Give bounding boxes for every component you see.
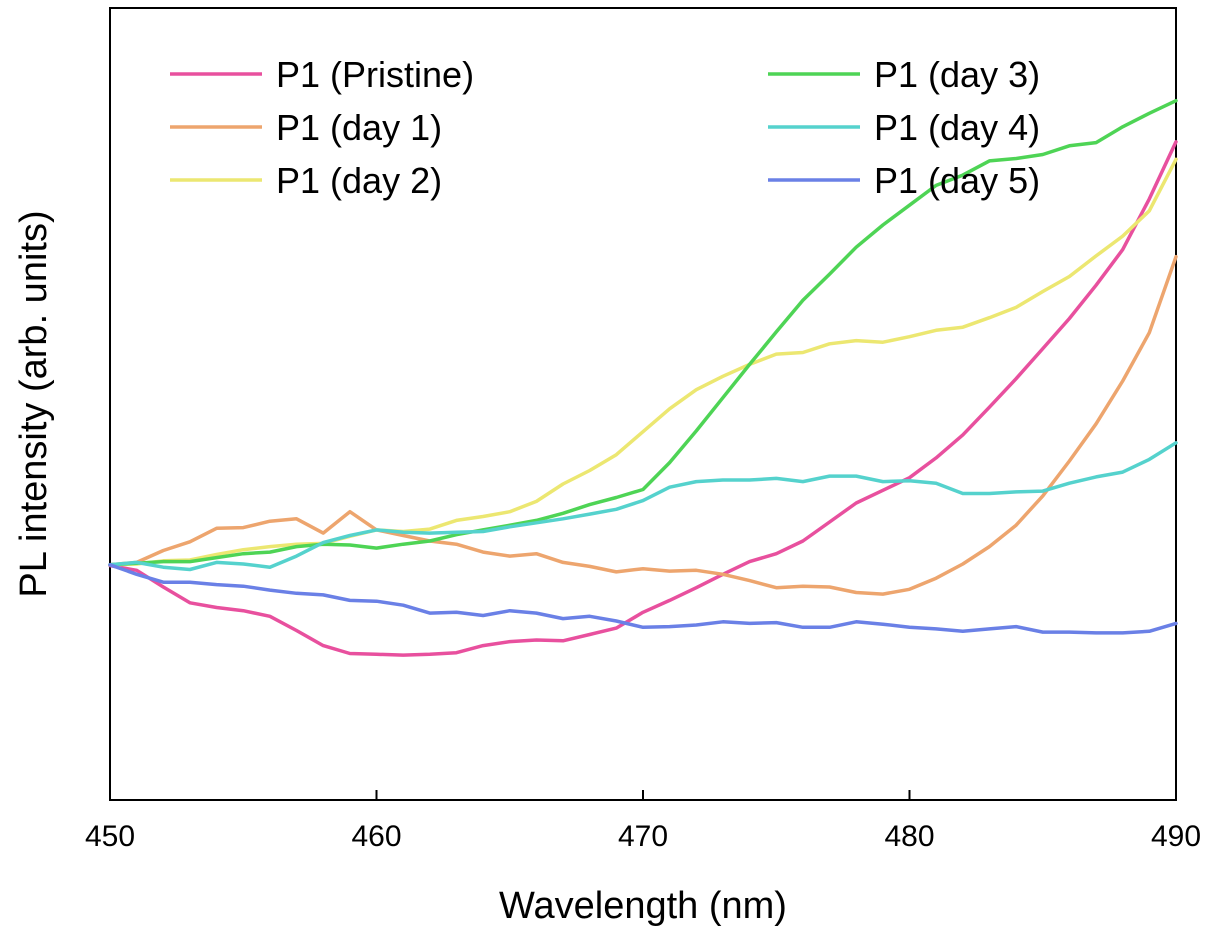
x-tick-label: 450 [85,820,135,853]
legend-label: P1 (day 1) [276,107,442,148]
x-tick-label: 470 [618,820,668,853]
series-line-2 [108,254,1178,596]
x-axis-ticks: 450 460 470 480 490 [85,790,1201,853]
series-line-4 [108,98,1178,567]
legend-label: P1 (day 2) [276,160,442,201]
x-tick-label: 490 [1151,820,1201,853]
y-axis-title: PL intensity (arb. units) [13,210,55,597]
x-axis-title: Wavelength (nm) [499,885,787,927]
legend-label: P1 (day 5) [874,160,1040,201]
legend: P1 (Pristine) P1 (day 1) P1 (day 2) P1 (day… [170,54,1040,201]
legend-label: P1 (day 4) [874,107,1040,148]
x-tick-label: 460 [351,820,401,853]
legend-label: P1 (Pristine) [276,54,474,95]
series-line-6 [108,563,1178,635]
x-tick-label: 480 [884,820,934,853]
series-line-3 [108,157,1178,567]
series-line-1 [108,140,1178,657]
series-lines [108,98,1178,657]
series-line-5 [108,441,1178,572]
legend-label: P1 (day 3) [874,54,1040,95]
